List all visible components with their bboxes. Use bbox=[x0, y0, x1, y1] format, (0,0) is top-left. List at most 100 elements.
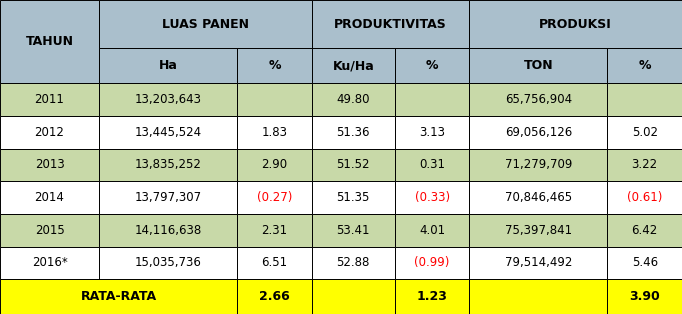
Bar bbox=[608, 48, 682, 83]
Text: 79,514,492: 79,514,492 bbox=[505, 256, 572, 269]
Text: 70,846,465: 70,846,465 bbox=[505, 191, 572, 204]
Text: PRODUKTIVITAS: PRODUKTIVITAS bbox=[334, 18, 447, 30]
Bar bbox=[469, 149, 608, 181]
Text: 65,756,904: 65,756,904 bbox=[505, 93, 572, 106]
Text: 14,116,638: 14,116,638 bbox=[134, 224, 202, 237]
Text: 71,279,709: 71,279,709 bbox=[505, 159, 572, 171]
Text: LUAS PANEN: LUAS PANEN bbox=[162, 18, 249, 30]
Text: 49.80: 49.80 bbox=[336, 93, 370, 106]
Bar bbox=[312, 116, 395, 149]
Bar bbox=[395, 214, 469, 246]
Bar bbox=[312, 246, 395, 279]
Text: 5.02: 5.02 bbox=[632, 126, 657, 139]
Text: (0.27): (0.27) bbox=[257, 191, 292, 204]
Text: %: % bbox=[268, 59, 281, 72]
Bar bbox=[237, 279, 312, 314]
Text: 2.66: 2.66 bbox=[259, 290, 290, 303]
Text: 13,835,252: 13,835,252 bbox=[135, 159, 202, 171]
Bar bbox=[608, 116, 682, 149]
Bar bbox=[237, 48, 312, 83]
Bar bbox=[312, 83, 395, 116]
Text: 5.46: 5.46 bbox=[632, 256, 657, 269]
Bar bbox=[99, 149, 237, 181]
Bar bbox=[395, 116, 469, 149]
Bar bbox=[469, 83, 608, 116]
Text: %: % bbox=[638, 59, 651, 72]
Text: (0.61): (0.61) bbox=[627, 191, 662, 204]
Bar bbox=[608, 149, 682, 181]
Bar bbox=[237, 149, 312, 181]
Bar bbox=[99, 181, 237, 214]
Text: 51.35: 51.35 bbox=[337, 191, 370, 204]
Text: 4.01: 4.01 bbox=[419, 224, 445, 237]
Text: 2015: 2015 bbox=[35, 224, 64, 237]
Text: 2014: 2014 bbox=[35, 191, 65, 204]
Text: RATA-RATA: RATA-RATA bbox=[80, 290, 157, 303]
Bar bbox=[237, 214, 312, 246]
Text: 51.36: 51.36 bbox=[336, 126, 370, 139]
Bar bbox=[0, 279, 237, 314]
Bar bbox=[99, 48, 237, 83]
Text: 2013: 2013 bbox=[35, 159, 64, 171]
Text: Ha: Ha bbox=[159, 59, 177, 72]
Bar bbox=[0, 0, 99, 83]
Bar bbox=[0, 83, 99, 116]
Bar bbox=[608, 246, 682, 279]
Bar bbox=[312, 48, 395, 83]
Bar bbox=[0, 246, 99, 279]
Text: 1.83: 1.83 bbox=[261, 126, 288, 139]
Bar bbox=[469, 181, 608, 214]
Text: 69,056,126: 69,056,126 bbox=[505, 126, 572, 139]
Text: 6.51: 6.51 bbox=[261, 256, 288, 269]
Bar bbox=[469, 48, 608, 83]
Text: 13,445,524: 13,445,524 bbox=[134, 126, 202, 139]
Text: 75,397,841: 75,397,841 bbox=[505, 224, 572, 237]
Text: 15,035,736: 15,035,736 bbox=[135, 256, 202, 269]
Bar bbox=[0, 214, 99, 246]
Bar bbox=[395, 181, 469, 214]
Text: 3.90: 3.90 bbox=[629, 290, 660, 303]
Bar bbox=[469, 214, 608, 246]
Text: 53.41: 53.41 bbox=[336, 224, 370, 237]
Text: 2011: 2011 bbox=[35, 93, 65, 106]
Text: 2.31: 2.31 bbox=[261, 224, 288, 237]
Bar bbox=[0, 181, 99, 214]
Bar bbox=[99, 0, 312, 48]
Text: 52.88: 52.88 bbox=[337, 256, 370, 269]
Text: PRODUKSI: PRODUKSI bbox=[539, 18, 612, 30]
Text: 2016*: 2016* bbox=[31, 256, 68, 269]
Text: 13,203,643: 13,203,643 bbox=[134, 93, 202, 106]
Bar bbox=[469, 279, 608, 314]
Bar bbox=[99, 214, 237, 246]
Bar bbox=[99, 83, 237, 116]
Bar bbox=[469, 0, 682, 48]
Bar bbox=[608, 214, 682, 246]
Bar bbox=[0, 149, 99, 181]
Text: 51.52: 51.52 bbox=[336, 159, 370, 171]
Bar bbox=[395, 83, 469, 116]
Bar bbox=[469, 116, 608, 149]
Bar bbox=[237, 83, 312, 116]
Bar bbox=[237, 246, 312, 279]
Text: 0.31: 0.31 bbox=[419, 159, 445, 171]
Bar bbox=[237, 116, 312, 149]
Text: (0.99): (0.99) bbox=[415, 256, 449, 269]
Bar bbox=[312, 149, 395, 181]
Bar bbox=[395, 149, 469, 181]
Bar bbox=[99, 246, 237, 279]
Text: 2012: 2012 bbox=[35, 126, 65, 139]
Bar bbox=[312, 279, 395, 314]
Bar bbox=[395, 279, 469, 314]
Text: TON: TON bbox=[524, 59, 553, 72]
Text: 6.42: 6.42 bbox=[632, 224, 658, 237]
Text: %: % bbox=[426, 59, 439, 72]
Bar bbox=[312, 214, 395, 246]
Bar bbox=[0, 116, 99, 149]
Bar bbox=[395, 246, 469, 279]
Text: 3.13: 3.13 bbox=[419, 126, 445, 139]
Bar bbox=[608, 181, 682, 214]
Text: 2.90: 2.90 bbox=[261, 159, 288, 171]
Bar bbox=[395, 48, 469, 83]
Bar bbox=[608, 83, 682, 116]
Text: (0.33): (0.33) bbox=[415, 191, 449, 204]
